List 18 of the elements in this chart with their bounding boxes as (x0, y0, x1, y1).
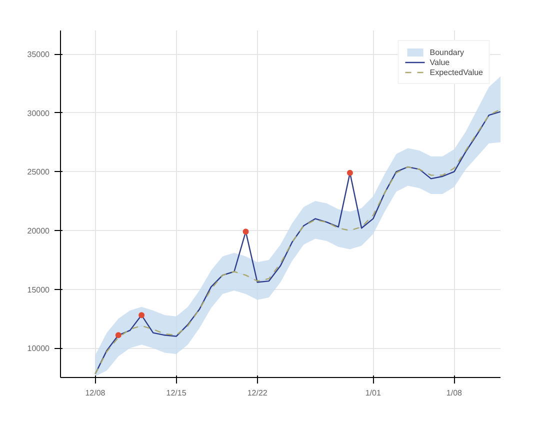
y-tick-label: 15000 (27, 285, 50, 294)
point (242, 228, 249, 235)
point (115, 332, 122, 338)
y-tick-label: 35000 (27, 50, 50, 60)
y-tick-label: 10000 (27, 344, 50, 354)
legend-label: Boundary (430, 48, 464, 56)
x-tick-label: 12/08 (85, 388, 106, 398)
point (138, 312, 145, 318)
x-tick-label: 12/15 (166, 388, 187, 398)
y-tick-label: 30000 (27, 108, 50, 118)
y-tick-label: 25000 (27, 168, 50, 177)
y-tick-label: 20000 (27, 226, 50, 236)
point (346, 170, 353, 176)
x-tick-label: 1/08 (446, 388, 463, 398)
legend-label: Value (430, 58, 450, 66)
x-tick-label: 12/22 (247, 388, 268, 398)
legend-label: ExpectedValue (430, 68, 483, 76)
x-tick-label: 1/01 (365, 388, 382, 398)
